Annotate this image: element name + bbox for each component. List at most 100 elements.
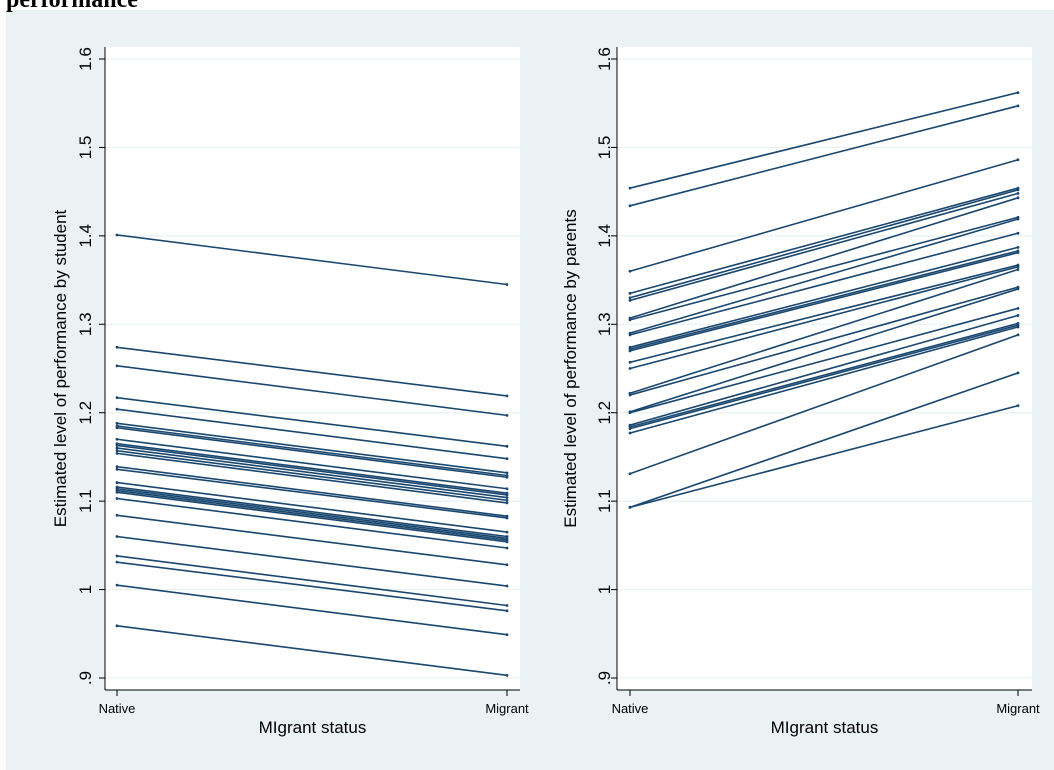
series-point xyxy=(628,296,632,300)
series-point xyxy=(505,584,509,588)
y-tick-label: 1.5 xyxy=(76,136,95,160)
series-line xyxy=(629,91,1019,189)
y-tick-label: 1 xyxy=(76,585,95,594)
series-line xyxy=(116,426,508,479)
series-point xyxy=(115,426,119,430)
series-point xyxy=(505,394,509,398)
y-tick-label: 1.4 xyxy=(595,224,614,248)
y-tick-label: .9 xyxy=(76,671,95,685)
y-tick-label: 1.3 xyxy=(76,312,95,336)
x-tick-label: Migrant xyxy=(485,701,529,716)
series-point xyxy=(115,233,119,237)
series-point xyxy=(628,505,632,509)
series-line xyxy=(116,408,508,460)
series-line xyxy=(629,232,1019,336)
series-point xyxy=(1016,217,1020,221)
series-line xyxy=(629,286,1019,396)
y-tick-label: 1.2 xyxy=(76,401,95,425)
series-line xyxy=(116,346,508,397)
series-line xyxy=(629,268,1019,395)
series-point xyxy=(115,449,119,453)
series-point xyxy=(115,407,119,411)
series-point xyxy=(115,497,119,500)
series-line xyxy=(116,422,508,474)
plot-area xyxy=(617,47,1032,690)
series-point xyxy=(628,299,632,302)
series-point xyxy=(1016,104,1020,108)
series-point xyxy=(1016,268,1020,271)
series-point xyxy=(628,186,632,190)
series-line xyxy=(629,216,1019,321)
series-point xyxy=(628,367,632,370)
series-point xyxy=(505,516,509,520)
series-line xyxy=(116,442,508,494)
figure-heading: performance xyxy=(6,0,138,13)
y-tick-label: 1.1 xyxy=(76,489,95,513)
series-point xyxy=(1016,306,1020,310)
y-tick-label: 1.6 xyxy=(595,47,614,71)
series-line xyxy=(116,535,508,587)
series-point xyxy=(1016,188,1020,192)
series-point xyxy=(505,496,509,500)
series-point xyxy=(115,364,119,368)
series-line xyxy=(629,159,1019,272)
series-point xyxy=(505,501,509,505)
series-point xyxy=(1016,333,1020,337)
series-point xyxy=(505,471,509,475)
series-line xyxy=(116,514,508,566)
series-line xyxy=(629,187,1019,295)
plot-area xyxy=(105,47,520,690)
series-line xyxy=(629,264,1019,364)
series-point xyxy=(115,513,119,517)
series-line xyxy=(116,452,508,504)
series-line xyxy=(116,468,508,519)
series-point xyxy=(1016,404,1020,408)
series-point xyxy=(115,345,119,349)
left-panel-student: .9 1 1.1 1.2 1.3 1.4 1.5 1.6 Native Migrant MIgran… xyxy=(51,47,529,737)
series-point xyxy=(505,546,509,550)
series-point xyxy=(505,457,509,461)
y-tick-label: 1.6 xyxy=(76,47,95,71)
series-point xyxy=(1016,287,1020,291)
series-line xyxy=(116,489,508,541)
series-point xyxy=(1016,245,1020,249)
series-line xyxy=(116,396,508,448)
series-point xyxy=(115,451,119,455)
series-line xyxy=(629,251,1019,352)
series-line xyxy=(116,625,508,677)
series-point xyxy=(1016,251,1020,255)
series-point xyxy=(115,446,119,450)
y-tick-label: .9 xyxy=(595,671,614,685)
series-point xyxy=(628,204,632,208)
y-tick-label: 1.1 xyxy=(595,489,614,513)
series-point xyxy=(628,318,632,322)
series-line xyxy=(629,197,1019,319)
series-point xyxy=(505,413,509,417)
series-line xyxy=(629,189,1019,299)
series-line xyxy=(629,372,1019,509)
series-point xyxy=(505,530,509,534)
series-point xyxy=(628,427,632,431)
series-point xyxy=(505,633,509,637)
series-point xyxy=(115,467,119,471)
series-line xyxy=(116,491,508,543)
series-line xyxy=(116,561,508,612)
y-axis-title: Estimated level of performance by studen… xyxy=(51,209,70,527)
series-point xyxy=(1016,192,1020,195)
series-point xyxy=(115,560,119,564)
series-point xyxy=(115,535,119,538)
y-tick-label: 1.3 xyxy=(595,312,614,336)
series-point xyxy=(505,487,509,491)
x-axis-title: MIgrant status xyxy=(771,718,879,737)
series-point xyxy=(505,283,509,286)
series-line xyxy=(629,266,1019,370)
series-point xyxy=(115,437,119,441)
series-point xyxy=(1016,314,1020,317)
series-line xyxy=(116,449,508,502)
series-point xyxy=(505,493,509,497)
series-line xyxy=(116,584,508,636)
series-point xyxy=(628,431,632,435)
y-tick-label: 1.5 xyxy=(595,136,614,160)
series-point xyxy=(628,291,632,295)
